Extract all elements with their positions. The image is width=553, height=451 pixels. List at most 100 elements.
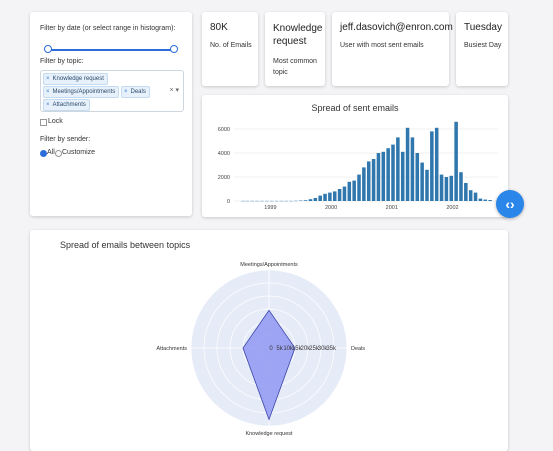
histogram-bar[interactable] <box>303 200 308 201</box>
radial-tick-label: 20k <box>301 346 312 352</box>
histogram-bar[interactable] <box>308 199 313 201</box>
histogram-card: Spread of sent emails 0 2000 4000 6000 1999 2… <box>202 95 508 217</box>
histogram-bar[interactable] <box>464 183 468 201</box>
x-tick-label: 2002 <box>446 205 458 211</box>
sender-radio-customize[interactable] <box>55 150 62 157</box>
x-tick-label: 2001 <box>386 205 398 211</box>
lock-label: Lock <box>48 118 63 125</box>
histogram-bar[interactable] <box>371 159 376 201</box>
histogram-bar[interactable] <box>478 198 483 201</box>
topic-tag[interactable]: × Attachments <box>43 99 90 111</box>
histogram-bar[interactable] <box>444 177 449 201</box>
filter-panel: Filter by date (or select range in histo… <box>30 12 192 216</box>
radar-title: Spread of emails between topics <box>60 240 191 250</box>
date-slider-start-handle[interactable] <box>44 45 52 53</box>
histogram-bar[interactable] <box>347 181 352 201</box>
histogram-bar[interactable] <box>328 192 332 201</box>
radial-tick-label: 25k <box>309 346 320 352</box>
y-tick-label: 0 <box>227 199 230 205</box>
histogram-bar[interactable] <box>318 195 322 201</box>
date-slider-end-handle[interactable] <box>170 45 178 53</box>
radial-tick-label: 10k <box>283 346 294 352</box>
histogram-bar[interactable] <box>362 167 366 201</box>
histogram-bar[interactable] <box>366 161 371 201</box>
histogram-bar[interactable] <box>454 121 458 201</box>
histogram-title: Spread of sent emails <box>311 103 399 113</box>
clear-all-icon[interactable]: × <box>169 87 174 94</box>
histogram-bar[interactable] <box>488 200 492 201</box>
x-tick-label: 1999 <box>264 205 276 211</box>
histogram-bar[interactable] <box>357 174 361 201</box>
y-tick-label: 2000 <box>218 175 230 181</box>
stat-value: jeff.dasovich@enron.com <box>340 22 453 33</box>
radial-tick-label: 15k <box>292 346 303 352</box>
remove-tag-icon[interactable]: × <box>124 89 128 95</box>
radial-tick-label: 35k <box>326 346 337 352</box>
topic-multiselect[interactable]: × Knowledge request × Meetings/Appointment… <box>40 70 184 112</box>
histogram-bar[interactable] <box>483 199 488 201</box>
y-tick-label: 6000 <box>218 127 230 133</box>
lock-checkbox[interactable] <box>40 119 47 126</box>
radar-card: Spread of emails between topics Meetings… <box>30 230 508 451</box>
histogram-bar[interactable] <box>342 186 347 201</box>
sender-filter-label: Filter by sender: <box>40 136 91 143</box>
histogram-bar[interactable] <box>425 169 429 201</box>
stat-value: 80K <box>210 22 228 33</box>
remove-tag-icon[interactable]: × <box>46 89 50 95</box>
histogram-bar[interactable] <box>473 192 478 201</box>
sender-option-all-label: All <box>47 149 55 156</box>
radar-area[interactable] <box>242 309 296 421</box>
histogram-bar[interactable] <box>391 144 395 201</box>
radar-axis-label: Deals <box>351 346 365 352</box>
histogram-bar[interactable] <box>400 151 405 201</box>
histogram-bar[interactable] <box>376 153 381 201</box>
radial-tick-label: 30k <box>318 346 329 352</box>
histogram-bar[interactable] <box>434 127 439 201</box>
stat-card-sender: jeff.dasovich@enron.com User with most s… <box>332 12 453 86</box>
histogram-bar[interactable] <box>430 131 434 201</box>
histogram-bar[interactable] <box>439 174 444 201</box>
topic-tag[interactable]: × Meetings/Appointments <box>43 86 120 98</box>
stat-value: Tuesday <box>464 22 502 33</box>
histogram-bar[interactable] <box>468 190 473 201</box>
radar-chart[interactable]: Meetings/Appointments Deals Knowledge requ… <box>30 230 508 451</box>
histogram-bar[interactable] <box>386 148 390 201</box>
histogram-bar[interactable] <box>337 189 342 201</box>
histogram-bar[interactable] <box>352 180 356 201</box>
histogram-bar[interactable] <box>381 151 386 201</box>
stat-label: No. of Emails <box>210 42 252 49</box>
histogram-bar[interactable] <box>415 153 420 201</box>
topic-tag[interactable]: × Deals <box>121 86 150 98</box>
multiselect-controls: × ▾ <box>169 86 179 94</box>
sender-radio-all[interactable] <box>40 150 47 157</box>
histogram-bar[interactable] <box>459 172 463 201</box>
x-tick-label: 2000 <box>325 205 337 211</box>
radar-axis-label: Meetings/Appointments <box>240 262 298 268</box>
stat-label: Most common topic <box>273 58 317 76</box>
histogram-chart[interactable]: 0 2000 4000 6000 1999 2000 2001 2002 <box>202 95 508 217</box>
histogram-bar[interactable] <box>420 162 424 201</box>
topic-filter-label: Filter by topic: <box>40 58 84 65</box>
histogram-bar[interactable] <box>410 137 415 201</box>
date-range-slider[interactable] <box>47 49 174 51</box>
histogram-bar[interactable] <box>313 198 318 201</box>
stat-label: User with most sent emails <box>340 42 424 49</box>
histogram-bar[interactable] <box>332 191 337 201</box>
radar-axis-label: Knowledge request <box>245 431 293 437</box>
stat-card-day: Tuesday Busiest Day <box>456 12 508 86</box>
histogram-bar[interactable] <box>449 175 454 201</box>
radial-tick-label: 5k <box>276 346 283 352</box>
topic-tag[interactable]: × Knowledge request <box>43 73 108 85</box>
double-chevron-icon[interactable]: ‹› <box>496 190 524 218</box>
histogram-bar[interactable] <box>323 193 327 201</box>
chevron-down-icon[interactable]: ▾ <box>175 87 179 94</box>
stat-card-topic: Knowledge request Most common topic <box>265 12 325 86</box>
date-filter-label: Filter by date (or select range in histo… <box>40 25 176 32</box>
stat-label: Busiest Day <box>464 42 502 49</box>
remove-tag-icon[interactable]: × <box>46 102 50 108</box>
histogram-bar[interactable] <box>396 137 400 201</box>
radar-axis-label: Attachments <box>156 346 187 352</box>
remove-tag-icon[interactable]: × <box>46 76 50 82</box>
y-tick-label: 4000 <box>218 151 230 157</box>
histogram-bar[interactable] <box>405 127 410 201</box>
